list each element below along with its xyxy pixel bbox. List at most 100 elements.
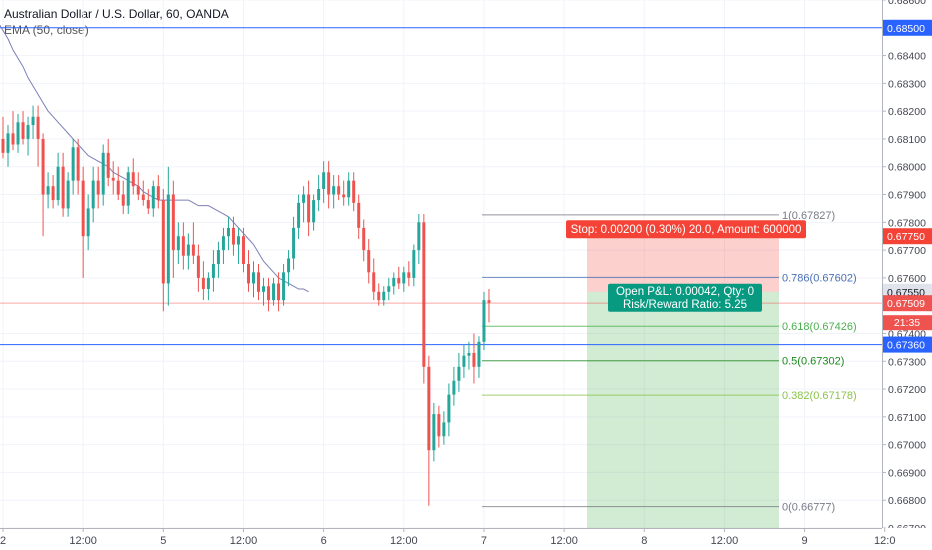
stop-loss-zone [587, 236, 779, 292]
candle [382, 286, 386, 306]
candle [442, 411, 446, 445]
price-tick-label: 0.68600 [888, 0, 926, 7]
time-tick-label: 9 [802, 535, 808, 547]
candle-body [472, 352, 476, 367]
candle [357, 194, 361, 239]
time-tick-label: 12:00 [550, 535, 578, 547]
candle-body [116, 180, 120, 195]
candle-body [447, 394, 451, 423]
candle [196, 244, 200, 292]
candle [116, 166, 120, 201]
candle [452, 366, 456, 406]
pnl-label-text: Open P&L: 0.00042, Qty: 0 [616, 286, 754, 298]
candle-body [257, 272, 261, 292]
time-tick-label: 8 [641, 535, 647, 547]
candle [226, 216, 230, 251]
candle-body [457, 366, 461, 381]
price-tag-label: 0.67750 [887, 231, 925, 243]
candle-body [196, 255, 200, 278]
candle-body [317, 188, 321, 201]
candle [131, 158, 135, 195]
candle [427, 355, 431, 506]
candle [71, 138, 75, 195]
price-tick-label: 0.67000 [888, 440, 926, 452]
candle [347, 172, 351, 206]
candle [332, 175, 336, 209]
time-tick-label: 12:00 [230, 535, 258, 547]
candle [86, 194, 90, 251]
candle [21, 111, 25, 145]
candle [337, 175, 341, 201]
candle-body [347, 180, 351, 198]
stop-label-text: Stop: 0.00200 (0.30%) 20.0, Amount: 6000… [571, 224, 802, 236]
candle [312, 194, 316, 231]
candle [156, 175, 160, 209]
candle [211, 250, 215, 292]
candle [201, 261, 205, 301]
price-tick-label: 0.68000 [888, 162, 926, 174]
candle-body [342, 194, 346, 198]
candle [402, 266, 406, 292]
candle [342, 180, 346, 206]
candle-body [146, 200, 150, 209]
candle [186, 233, 190, 270]
candle-body [252, 272, 255, 284]
candle-body [437, 414, 441, 437]
price-tag [883, 19, 932, 36]
candle [417, 213, 421, 264]
candle-body [382, 291, 386, 301]
candle [16, 113, 20, 153]
candle [302, 186, 306, 223]
candle-body [86, 208, 90, 237]
price-axis [882, 0, 932, 550]
fib-level-label: 0(0.66777) [782, 502, 835, 514]
chart-title: Australian Dollar / U.S. Dollar, 60, OAN… [4, 7, 229, 21]
candle [191, 222, 195, 264]
candle [66, 172, 70, 217]
price-tick-label: 0.68300 [888, 78, 926, 90]
candle [372, 258, 376, 301]
candle [151, 180, 155, 217]
time-tick-label: 12:00 [711, 535, 739, 547]
candle-body [186, 244, 190, 256]
price-tick-label: 0.67600 [888, 273, 926, 285]
candle [181, 222, 185, 270]
candle [477, 336, 481, 378]
candle [11, 111, 15, 151]
candle-body [236, 236, 240, 245]
candle [111, 161, 115, 195]
candle [136, 172, 140, 201]
candle [76, 138, 80, 195]
candle-body [126, 172, 130, 206]
candle [437, 405, 441, 448]
price-tick-label: 0.67100 [888, 412, 926, 424]
candle-body [337, 186, 341, 195]
candle [141, 180, 145, 206]
candle [91, 166, 95, 223]
candle [472, 333, 476, 384]
candle [272, 277, 276, 306]
candle-body [176, 236, 180, 251]
candle [6, 125, 10, 167]
candle [257, 264, 261, 301]
candle [392, 272, 396, 295]
ema-indicator-label[interactable]: EMA (50, close) [4, 23, 89, 37]
price-tag [883, 228, 932, 245]
candle-body [452, 380, 456, 395]
candle [467, 341, 471, 370]
candle [161, 188, 165, 312]
candle-body [352, 180, 356, 203]
candle [462, 344, 466, 378]
price-tag-label: 0.67360 [887, 340, 925, 352]
candle-body [21, 122, 25, 139]
candle-body [41, 138, 45, 195]
candle [241, 227, 245, 273]
time-axis [0, 528, 932, 550]
candle-body [141, 194, 145, 201]
candle-body [231, 227, 235, 245]
candle [487, 289, 491, 323]
candle-body [206, 277, 210, 290]
candle-body [31, 116, 35, 126]
candle-body [71, 147, 75, 181]
